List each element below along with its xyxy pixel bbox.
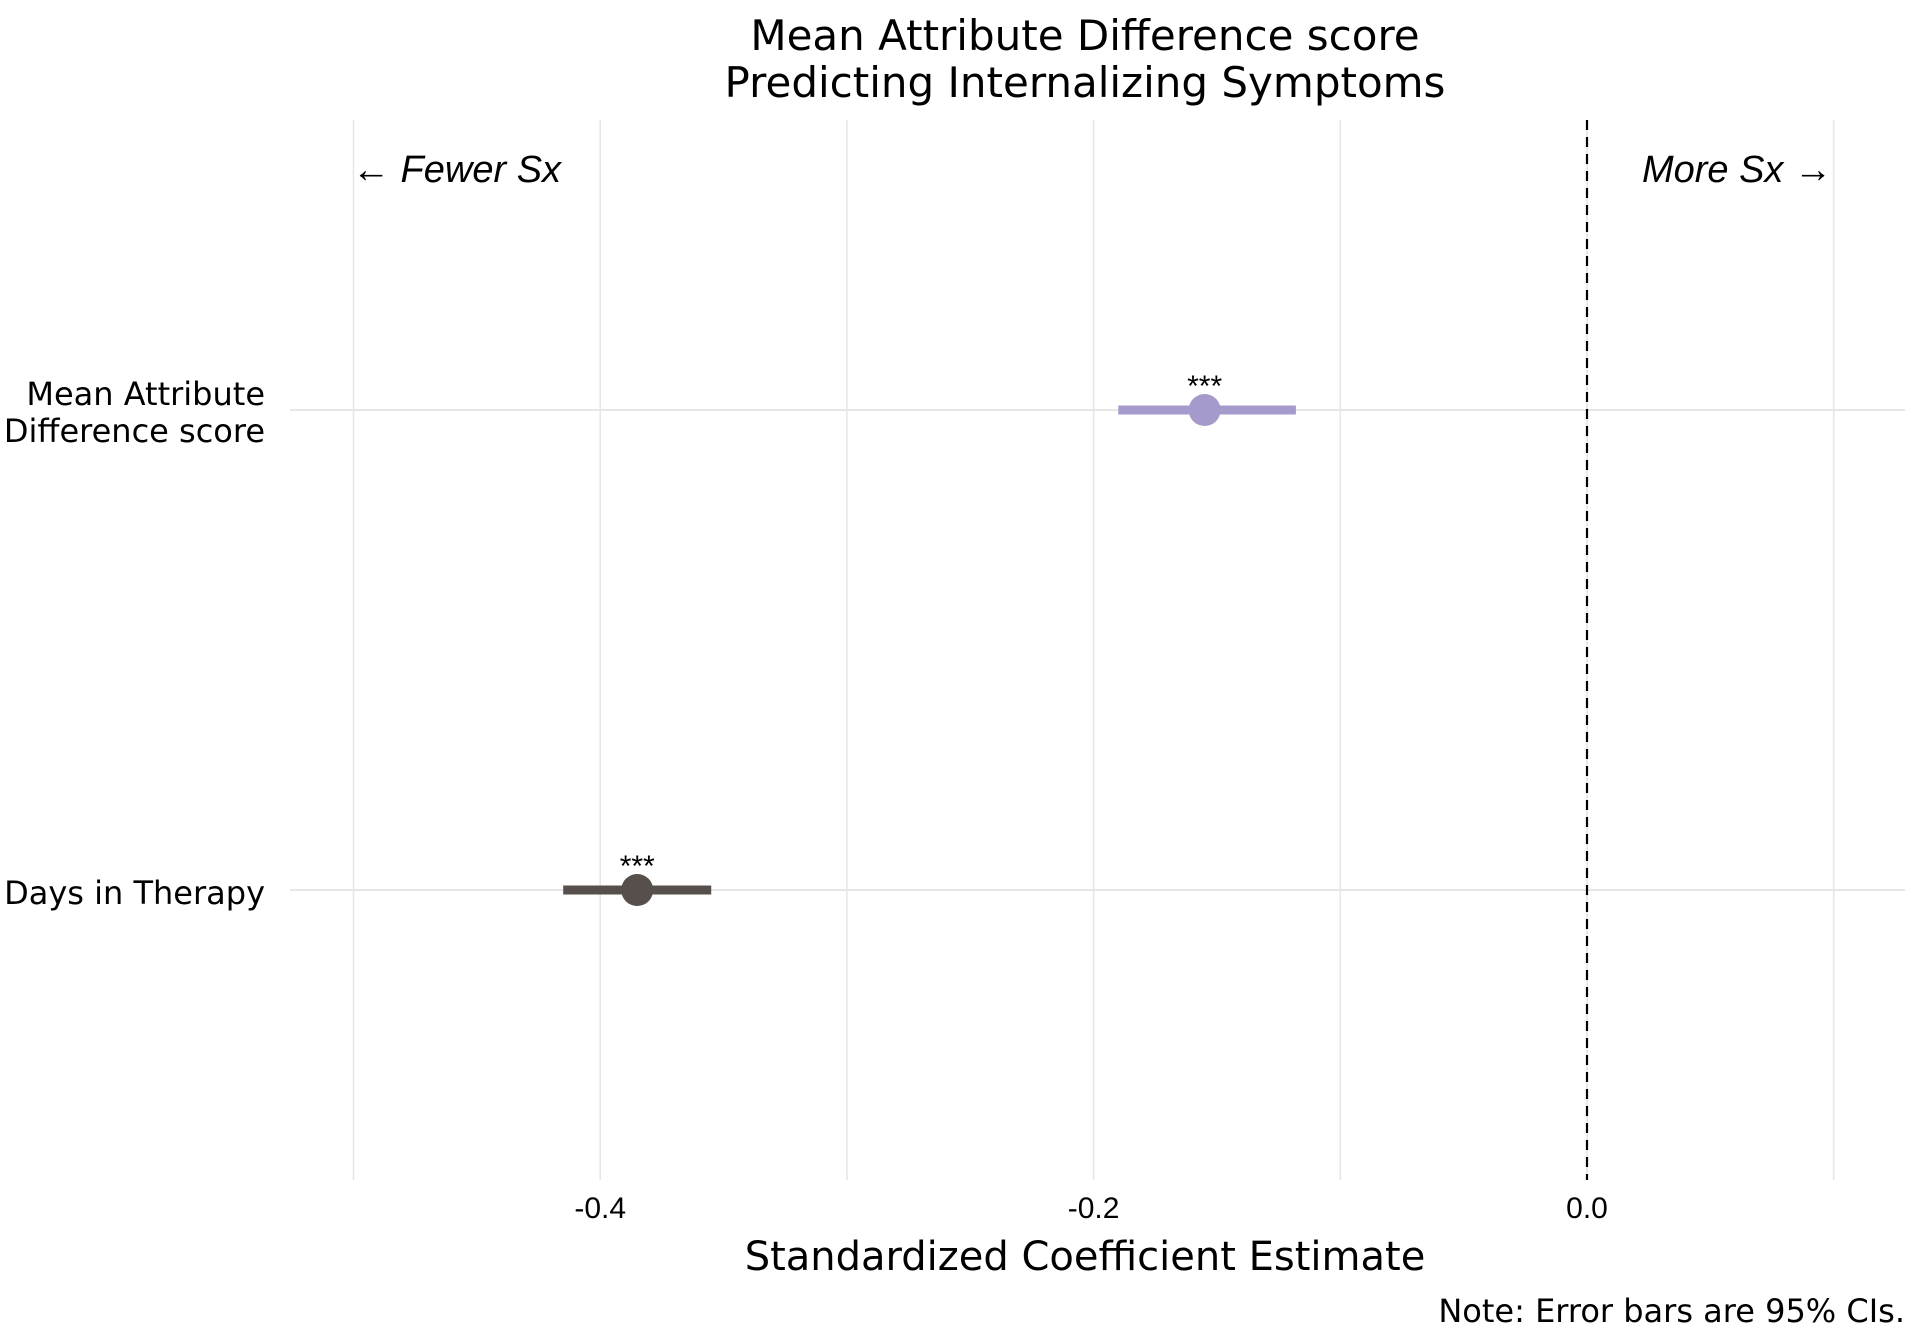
gridlines xyxy=(290,120,1905,1180)
chart-title-line-1: Mean Attribute Difference score xyxy=(750,11,1419,60)
x-tick-label: -0.2 xyxy=(1068,1192,1120,1225)
x-tick-label: 0.0 xyxy=(1566,1192,1608,1225)
significance-label: *** xyxy=(1187,370,1222,403)
x-axis-label: Standardized Coefficient Estimate xyxy=(745,1234,1426,1280)
chart-title-line-2: Predicting Internalizing Symptoms xyxy=(725,58,1446,107)
x-tick-label: -0.4 xyxy=(574,1192,626,1225)
annotation-fewer-sx: ← Fewer Sx xyxy=(352,149,563,191)
significance-label: *** xyxy=(620,850,655,883)
x-tick-labels: -0.4 -0.2 0.0 xyxy=(574,1192,1608,1225)
data-marks: *** *** xyxy=(563,370,1296,906)
point-estimate xyxy=(621,874,654,906)
annotation-more-sx: More Sx → xyxy=(1642,149,1832,191)
y-label-days-in-therapy: Days in Therapy xyxy=(4,874,265,912)
y-label-mean-attribute-line-1: Mean Attribute xyxy=(26,375,265,413)
point-estimate xyxy=(1188,394,1221,426)
y-label-mean-attribute-line-2: Difference score xyxy=(4,412,265,450)
chart-note: Note: Error bars are 95% CIs. xyxy=(1438,1292,1905,1330)
